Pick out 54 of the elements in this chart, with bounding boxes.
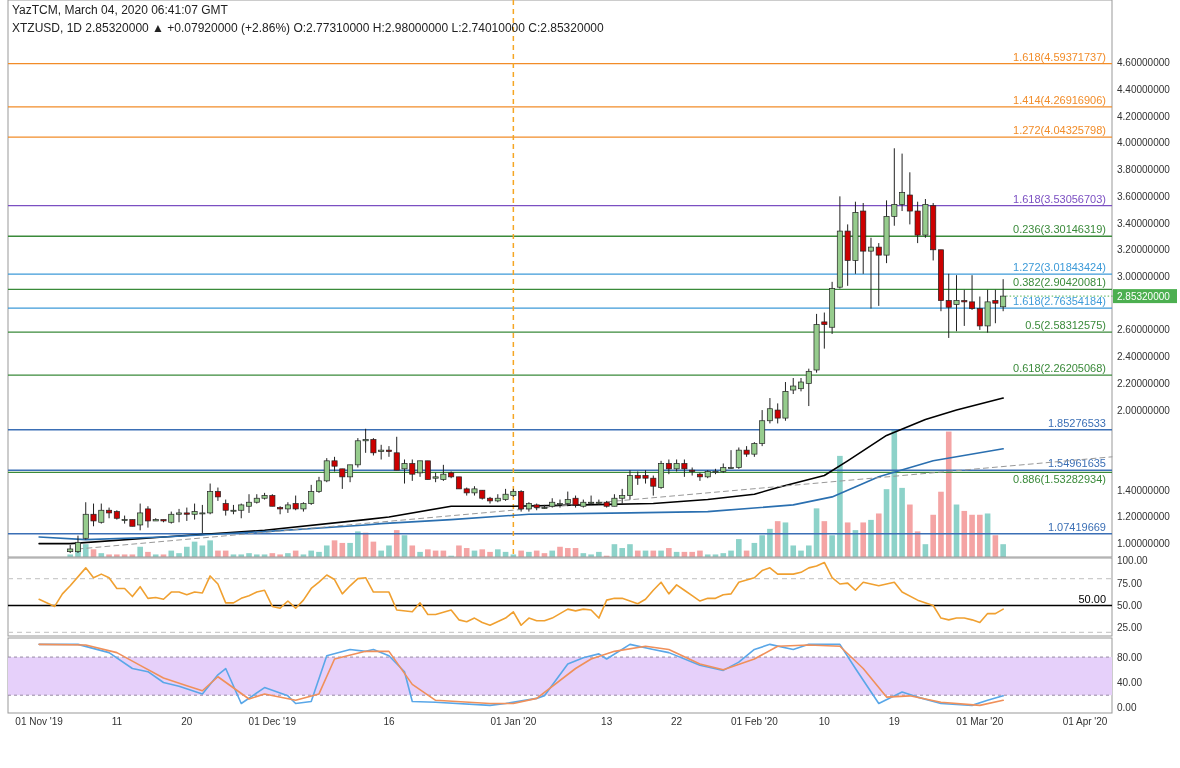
y-tick-label: 4.00000000 xyxy=(1117,137,1171,149)
ref-line-label: 1.07419669 xyxy=(1047,520,1106,533)
y-tick-label: 4.60000000 xyxy=(1117,57,1171,69)
y-tick-label: 3.60000000 xyxy=(1117,190,1171,202)
y-tick-label: 80.00 xyxy=(1117,651,1143,663)
y-tick-label: 1.40000000 xyxy=(1117,484,1171,496)
y-tick-label: 100.00 xyxy=(1117,555,1149,567)
x-tick-label: 01 Nov '19 xyxy=(15,716,64,727)
ref-line-label: 0.5(2.58312575) xyxy=(1025,319,1106,332)
ref-line-label: 1.272(4.04325798) xyxy=(1013,124,1106,137)
ref-line-label: 50.00 xyxy=(1078,592,1106,605)
ref-line-label: 1.54961635 xyxy=(1047,457,1106,470)
y-tick-label: 25.00 xyxy=(1117,622,1143,634)
x-tick-label: 13 xyxy=(601,716,613,727)
y-tick-label: 0.00 xyxy=(1117,702,1137,714)
y-tick-label: 1.00000000 xyxy=(1117,538,1171,550)
ref-line-label: 1.618(3.53056703) xyxy=(1013,192,1106,205)
y-tick-label: 3.40000000 xyxy=(1117,217,1171,229)
x-tick-label: 11 xyxy=(111,716,123,727)
ref-line-label: 0.236(3.30146319) xyxy=(1013,223,1106,236)
y-tick-label: 4.20000000 xyxy=(1117,110,1171,122)
ref-line-label: 0.382(2.90420081) xyxy=(1013,276,1106,289)
ref-line-label: 1.618(4.59371737) xyxy=(1013,50,1106,63)
y-tick-label: 2.40000000 xyxy=(1117,351,1171,363)
y-tick-label: 3.20000000 xyxy=(1117,244,1171,256)
x-tick-label: 20 xyxy=(181,716,193,727)
text: XTZUSD, 1D 2.85320000 ▲ +0.07920000 (+2.86%) O:2.77310000 H:2.98000000 L:2.74010000 C:2.85320000 xyxy=(12,21,604,35)
ref-line-label: 1.414(4.26916906) xyxy=(1013,93,1106,106)
y-tick-label: 3.80000000 xyxy=(1117,164,1171,176)
y-tick-label: 2.00000000 xyxy=(1117,404,1171,416)
text: 01 Apr '20 xyxy=(1062,716,1108,727)
annotation: 2.85320000 xyxy=(1117,291,1171,303)
x-tick-label: 22 xyxy=(671,716,683,727)
y-tick-label: 4.40000000 xyxy=(1117,83,1171,95)
y-tick-label: 2.20000000 xyxy=(1117,377,1171,389)
y-tick-label: 40.00 xyxy=(1117,676,1143,688)
x-tick-label: 01 Jan '20 xyxy=(490,716,537,727)
y-tick-label: 1.20000000 xyxy=(1117,511,1171,523)
ref-line-label: 0.886(1.53282934) xyxy=(1013,473,1106,486)
y-tick-label: 2.60000000 xyxy=(1117,324,1171,336)
x-tick-label: 16 xyxy=(383,716,395,727)
y-tick-label: 3.00000000 xyxy=(1117,271,1171,282)
x-tick-label: 19 xyxy=(888,716,901,727)
x-tick-label: 10 xyxy=(818,716,831,727)
ref-line-label: 1.85276533 xyxy=(1047,416,1106,429)
y-tick-label: 75.00 xyxy=(1117,577,1143,589)
x-tick-label: 01 Feb '20 xyxy=(730,716,779,727)
ref-line-label: 1.618(2.76354184) xyxy=(1013,295,1106,308)
ref-line-label: 0.618(2.26205068) xyxy=(1013,362,1106,375)
y-tick-label: 50.00 xyxy=(1117,600,1143,612)
chart-subtitle: YazTCM, March 04, 2020 06:41:07 GMT xyxy=(12,3,229,17)
x-tick-label: 01 Mar '20 xyxy=(956,716,1004,727)
x-tick-label: 01 Dec '19 xyxy=(248,716,297,727)
ref-line-label: 1.272(3.01843424) xyxy=(1013,261,1106,274)
